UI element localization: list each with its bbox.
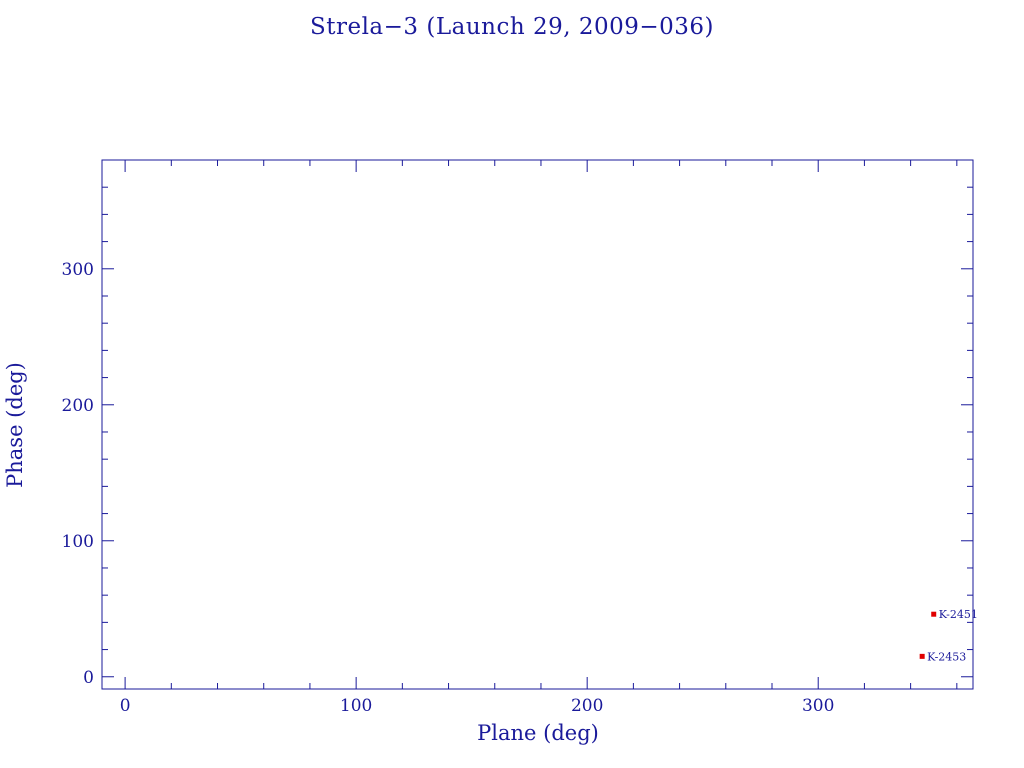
data-point-label: K-2451 bbox=[939, 608, 978, 621]
y-tick-label: 300 bbox=[62, 260, 94, 280]
x-tick-label: 0 bbox=[120, 696, 131, 716]
x-tick-label: 100 bbox=[340, 696, 372, 716]
data-point-label: K-2453 bbox=[927, 650, 966, 663]
data-point-marker bbox=[931, 611, 937, 617]
x-tick-label: 200 bbox=[571, 696, 603, 716]
data-points: K-2451 K-2453 bbox=[919, 608, 978, 663]
x-tick-label: 300 bbox=[802, 696, 834, 716]
plot-frame bbox=[101, 159, 974, 690]
axis-ticks bbox=[102, 159, 973, 689]
y-axis-label: Phase (deg) bbox=[3, 362, 27, 488]
y-tick-label: 100 bbox=[62, 532, 94, 552]
y-tick-label: 0 bbox=[83, 668, 94, 688]
data-point-marker bbox=[919, 653, 925, 659]
y-tick-label: 200 bbox=[62, 396, 94, 416]
axis-tick-labels: 0 100 200 300 0 100 200 300 bbox=[62, 260, 835, 716]
chart-title: Strela−3 (Launch 29, 2009−036) bbox=[309, 14, 715, 40]
x-axis-label: Plane (deg) bbox=[477, 721, 599, 745]
